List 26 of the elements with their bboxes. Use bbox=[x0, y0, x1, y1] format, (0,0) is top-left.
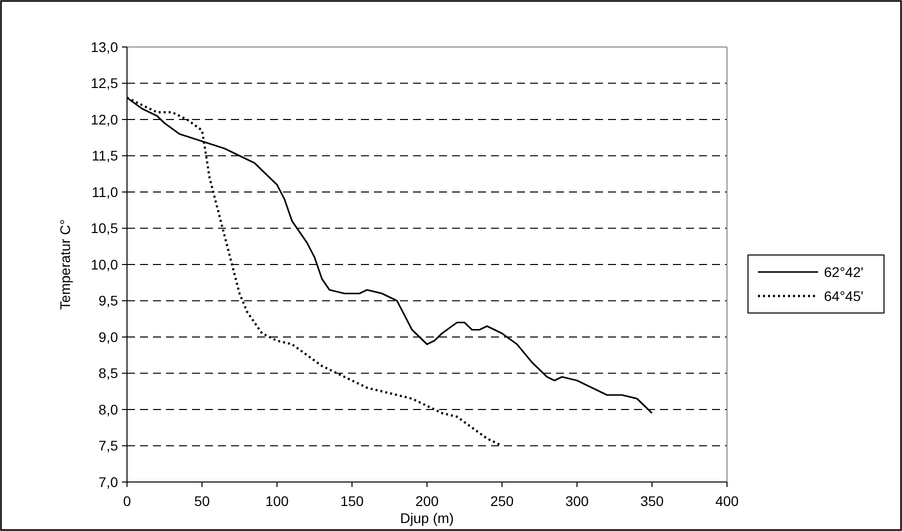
y-axis-title: Temperatur C° bbox=[57, 219, 73, 310]
y-tick-label: 12,5 bbox=[90, 75, 118, 92]
x-tick-label: 100 bbox=[265, 493, 289, 509]
x-tick-label: 150 bbox=[340, 493, 364, 509]
x-tick-label: 350 bbox=[640, 493, 664, 509]
y-tick-label: 8,5 bbox=[98, 365, 118, 382]
legend-label: 64°45' bbox=[824, 288, 864, 304]
y-tick-label: 11,0 bbox=[92, 184, 118, 200]
y-tick-label: 7,5 bbox=[98, 438, 118, 454]
x-tick-label: 400 bbox=[715, 493, 739, 509]
x-tick-label: 50 bbox=[194, 493, 210, 509]
x-tick-label: 300 bbox=[565, 493, 589, 509]
y-tick-label: 9,0 bbox=[98, 328, 118, 345]
x-axis-title: Djup (m) bbox=[400, 510, 454, 526]
y-tick-label: 10,0 bbox=[90, 256, 118, 272]
y-tick-label: 13,0 bbox=[90, 38, 118, 55]
y-tick-label: 7,0 bbox=[98, 474, 118, 490]
x-tick-label: 250 bbox=[490, 493, 514, 509]
y-tick-label: 11,5 bbox=[92, 148, 118, 164]
legend-label: 62°42' bbox=[824, 264, 864, 280]
y-tick-label: 12,0 bbox=[90, 111, 118, 128]
x-tick-label: 200 bbox=[415, 493, 439, 509]
y-tick-label: 8,0 bbox=[98, 401, 118, 418]
x-tick-label: 0 bbox=[123, 493, 132, 509]
y-tick-label: 10,5 bbox=[90, 220, 118, 236]
y-tick-label: 9,5 bbox=[98, 292, 118, 309]
